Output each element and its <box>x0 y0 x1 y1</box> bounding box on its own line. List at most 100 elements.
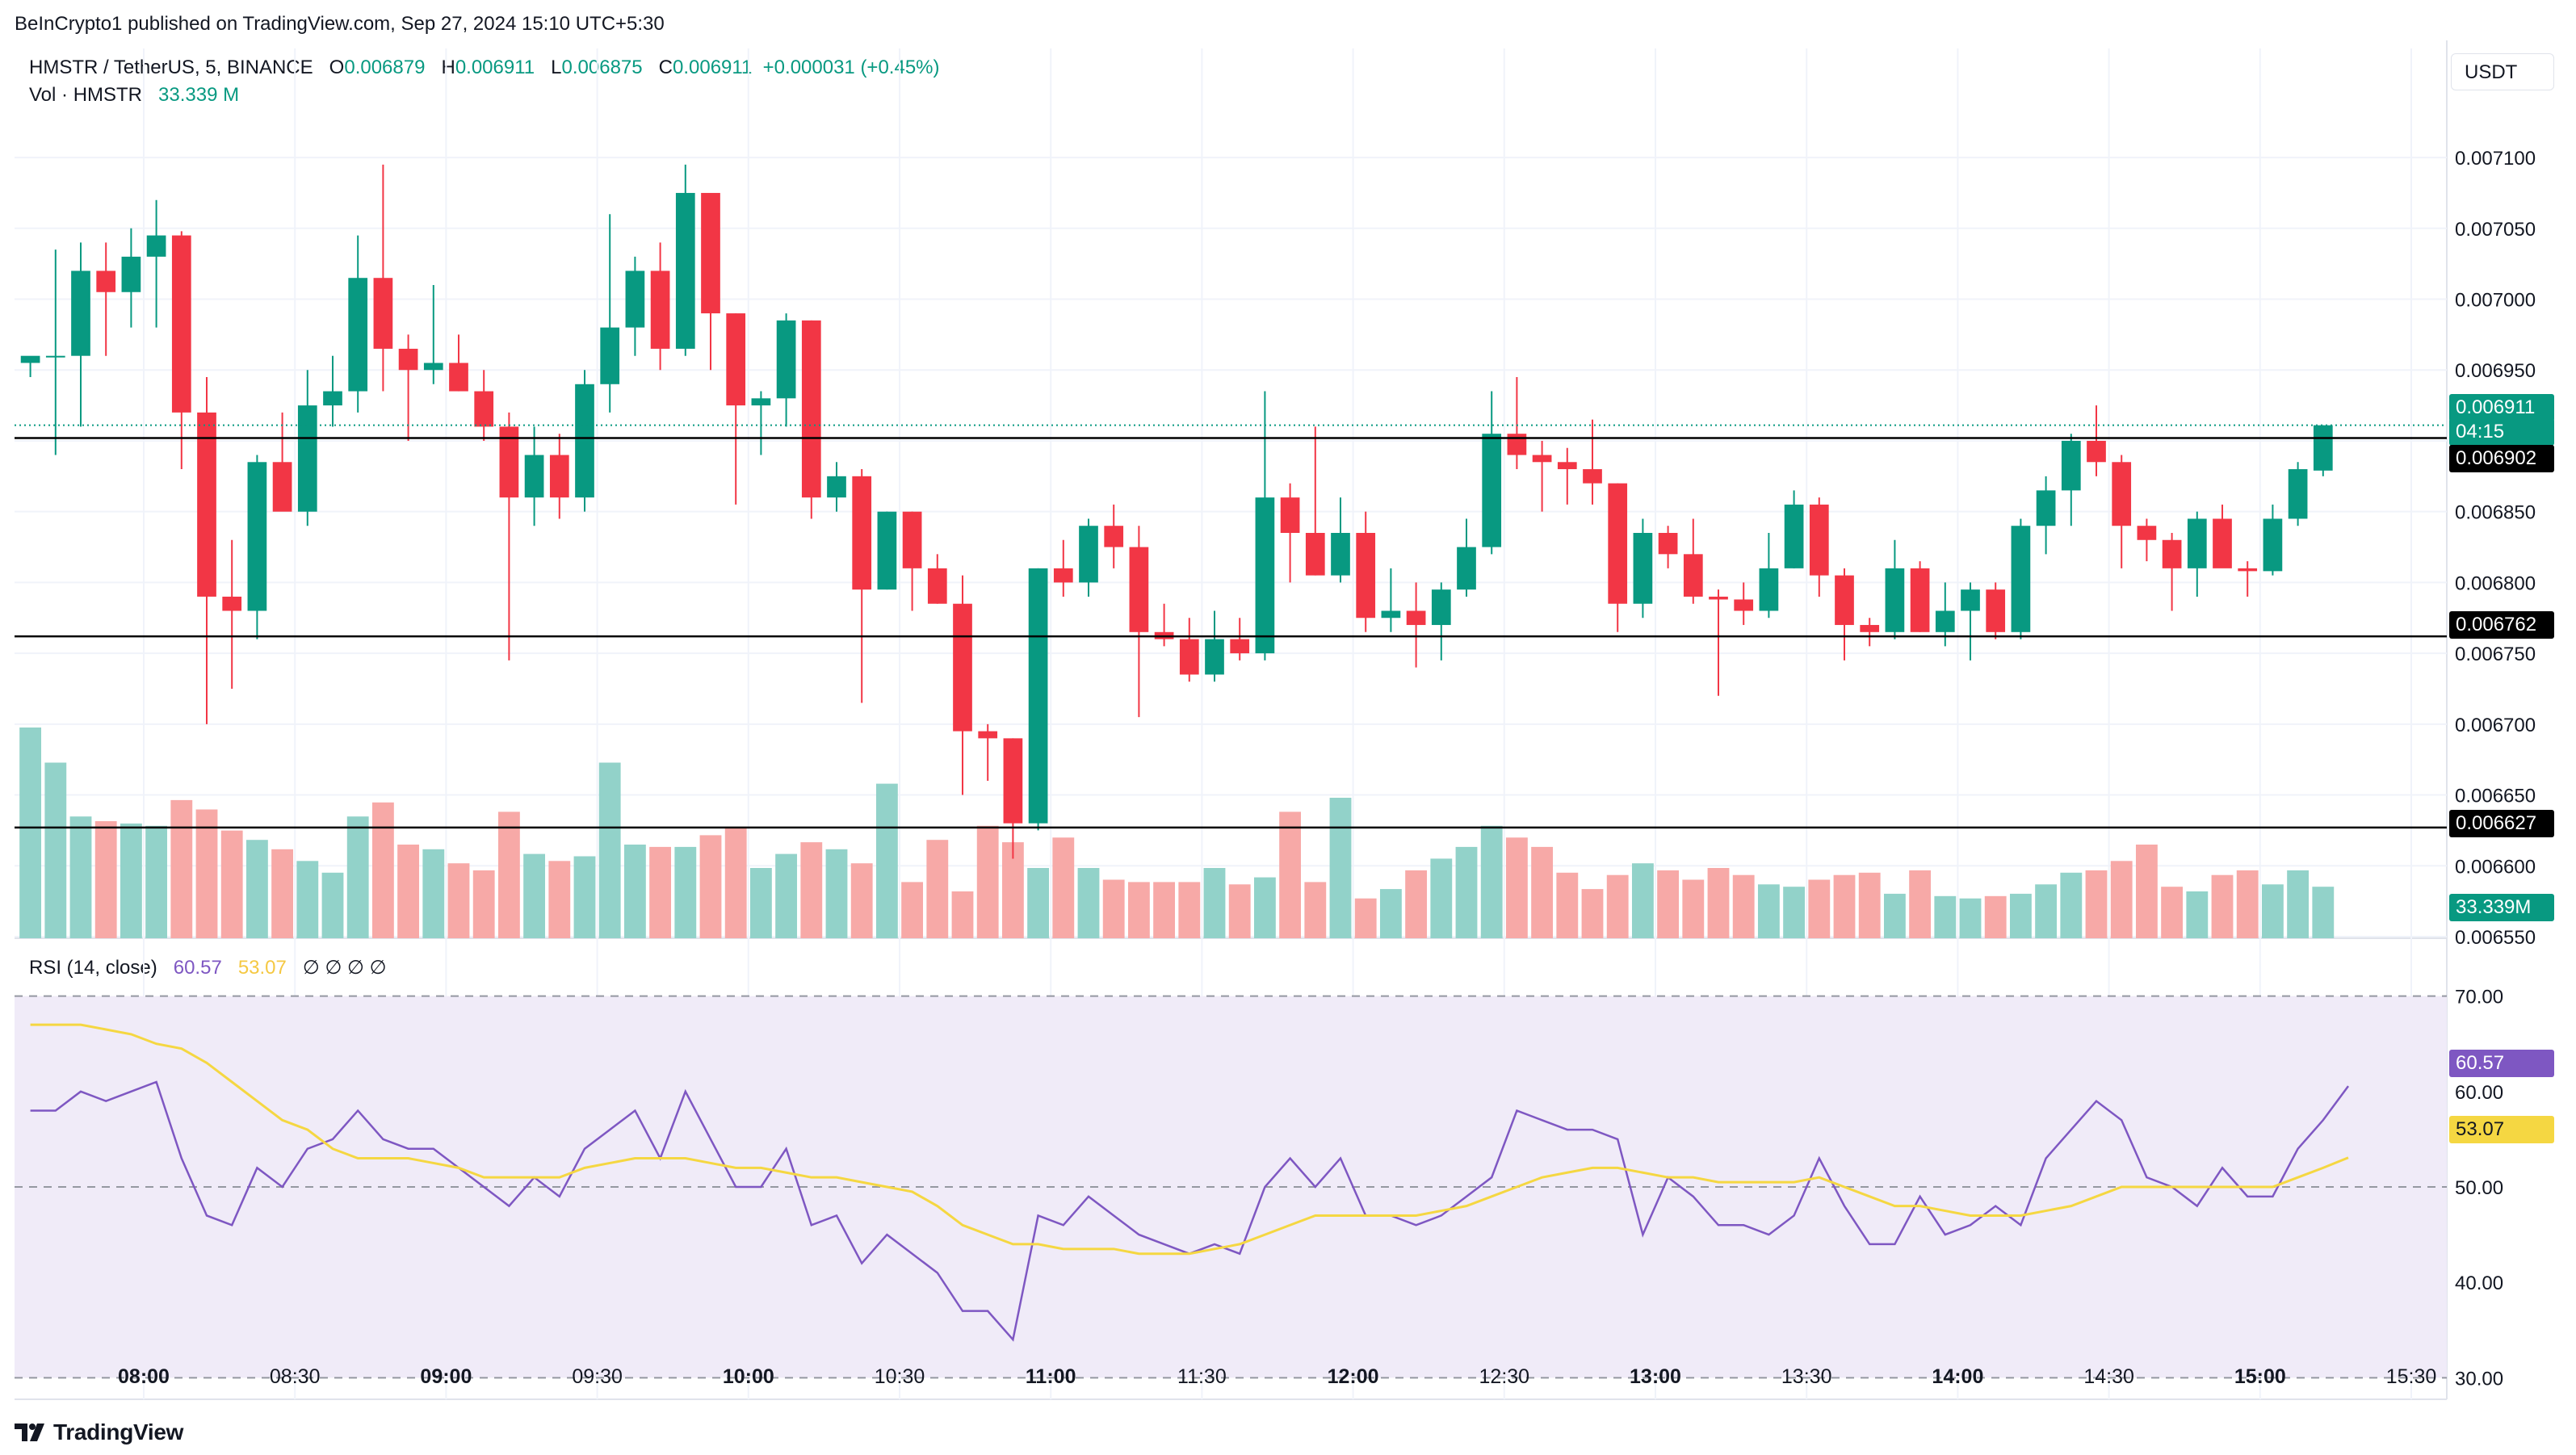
rsi-ma-line <box>30 1023 2349 1256</box>
volume-bar <box>1556 872 1579 938</box>
volume-bar <box>1127 882 1150 938</box>
price-tick-label: 0.006700 <box>2455 715 2536 736</box>
time-tick-label: 14:00 <box>1932 1365 1983 1388</box>
volume-bar <box>19 728 42 938</box>
volume-bar <box>1505 837 1528 938</box>
price-tick-label: 0.007000 <box>2455 290 2536 312</box>
rsi-tick-label: 30.00 <box>2455 1368 2503 1390</box>
volume-bar <box>976 825 999 938</box>
level-tag-2: 0.006762 <box>2449 611 2554 639</box>
volume-bar <box>346 816 369 938</box>
high-value: 0.006911 <box>455 57 535 78</box>
candle-body <box>1734 599 1754 611</box>
candle-body <box>45 355 65 358</box>
countdown-tag: 04:15 <box>2449 418 2554 446</box>
candle-body <box>1709 596 1728 600</box>
candle-body <box>1961 589 1980 611</box>
candle-body <box>1205 639 1224 675</box>
candle-body <box>1986 589 2006 632</box>
rsi-ma-legend-value: 53.07 <box>237 957 287 979</box>
volume-bar <box>1934 895 1957 938</box>
time-tick-label: 10:30 <box>875 1365 925 1388</box>
candle-body <box>1532 455 1552 463</box>
candle-body <box>1935 610 1955 632</box>
volume-bar <box>1808 879 1831 938</box>
candle-body <box>449 363 468 392</box>
candle-body <box>1381 610 1401 618</box>
price-tick-label: 0.006850 <box>2455 502 2536 524</box>
volume-bar <box>371 802 394 938</box>
volume-bar <box>674 846 697 938</box>
candle-body <box>1280 497 1300 533</box>
volume-bar <box>170 799 193 938</box>
volume-bar <box>296 861 319 938</box>
time-tick-label: 13:00 <box>1630 1365 1681 1388</box>
candle-body <box>348 278 368 392</box>
volume-bar <box>69 816 92 938</box>
time-tick-label: 08:30 <box>270 1365 321 1388</box>
candle-body <box>171 235 191 413</box>
volume-bar <box>1379 889 1402 938</box>
volume-bar <box>1883 893 1906 938</box>
candle-body <box>222 596 242 611</box>
last-price-tag: 0.006911 <box>2449 394 2554 421</box>
candle-body <box>625 270 645 328</box>
candle-body <box>1104 526 1124 547</box>
candle-body <box>1431 589 1451 626</box>
volume-bar <box>1304 882 1327 938</box>
volume-bar <box>2236 870 2259 938</box>
candle-body <box>801 320 821 498</box>
volume-bar <box>1077 868 1100 938</box>
candle-body <box>1885 568 1905 632</box>
candle-body <box>600 327 620 384</box>
volume-bar <box>1455 846 1478 938</box>
volume-bar <box>951 891 974 938</box>
candle-body <box>776 320 796 399</box>
time-tick-label: 12:30 <box>1479 1365 1530 1388</box>
symbol-title[interactable]: HMSTR / TetherUS, 5, BINANCE <box>29 57 313 78</box>
price-tick-label: 0.006600 <box>2455 856 2536 878</box>
volume-bar <box>2009 893 2032 938</box>
level-tag-1: 0.006902 <box>2449 445 2554 472</box>
candle-body <box>827 476 846 498</box>
candle-body <box>2313 425 2333 471</box>
time-tick-label: 11:00 <box>1026 1365 1076 1388</box>
volume-bar <box>1531 846 1554 938</box>
candle-body <box>1633 533 1653 604</box>
volume-bar <box>1027 868 1050 938</box>
candle-body <box>1683 554 1703 597</box>
volume-bar <box>1329 798 1352 938</box>
volume-bar <box>94 821 117 938</box>
volume-bar <box>2085 870 2108 938</box>
volume-bar <box>1732 874 1755 938</box>
volume-bar <box>1909 870 1932 938</box>
currency-button[interactable]: USDT <box>2451 53 2554 90</box>
candle-body <box>902 511 922 568</box>
volume-bar <box>1783 887 1806 938</box>
volume-bar <box>1228 884 1251 938</box>
publisher-credit: BeInCrypto1 published on TradingView.com… <box>15 13 665 35</box>
candle-body <box>751 398 771 406</box>
volume-bar <box>598 762 621 938</box>
candle-body <box>726 313 746 406</box>
volume-bar <box>472 870 495 938</box>
open-value: 0.006879 <box>344 57 426 78</box>
volume-bar <box>1606 874 1629 938</box>
rsi-empty-values: ∅ ∅ ∅ ∅ <box>302 957 387 979</box>
volume-bar <box>145 825 168 938</box>
rsi-label[interactable]: RSI (14, close) <box>29 957 157 979</box>
volume-bar <box>1631 863 1654 938</box>
volume-bar <box>850 863 873 938</box>
candle-body <box>2137 526 2157 540</box>
volume-bar <box>2110 861 2133 938</box>
candle-body <box>71 270 90 356</box>
volume-bar <box>1480 825 1503 938</box>
volume-bar <box>1153 882 1176 938</box>
time-tick-label: 09:00 <box>420 1365 472 1388</box>
candle-body <box>1482 434 1502 547</box>
candle-body <box>2213 518 2232 568</box>
level-tag-3: 0.006627 <box>2449 810 2554 837</box>
candle-body <box>1608 483 1628 604</box>
price-tick-label: 0.006650 <box>2455 786 2536 807</box>
